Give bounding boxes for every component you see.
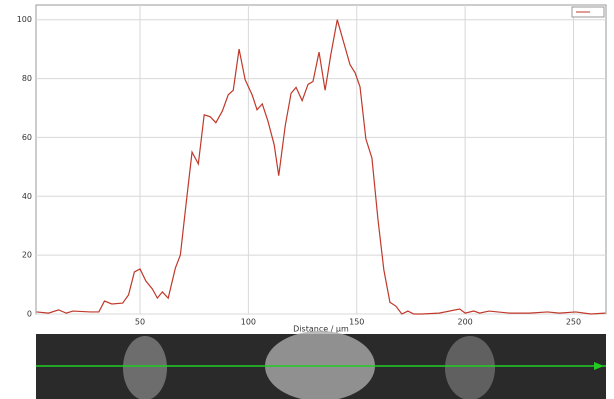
chart: 02040608010050100150200250 Distance / µm [0,0,614,399]
x-tick-label: 150 [349,318,364,327]
y-tick-label: 80 [22,74,32,83]
y-tick-label: 100 [17,15,32,24]
x-tick-label: 200 [457,318,472,327]
particle [265,331,375,399]
x-tick-label: 50 [135,318,145,327]
x-tick-label: 250 [566,318,581,327]
legend [572,7,604,17]
image-strip [36,331,606,399]
x-tick-label: 100 [241,318,256,327]
y-tick-label: 40 [22,192,32,201]
plot-area [36,5,606,314]
y-tick-label: 0 [27,310,32,319]
y-tick-label: 20 [22,251,32,260]
particle [445,336,495,399]
particle [123,336,167,399]
y-tick-label: 60 [22,133,32,142]
